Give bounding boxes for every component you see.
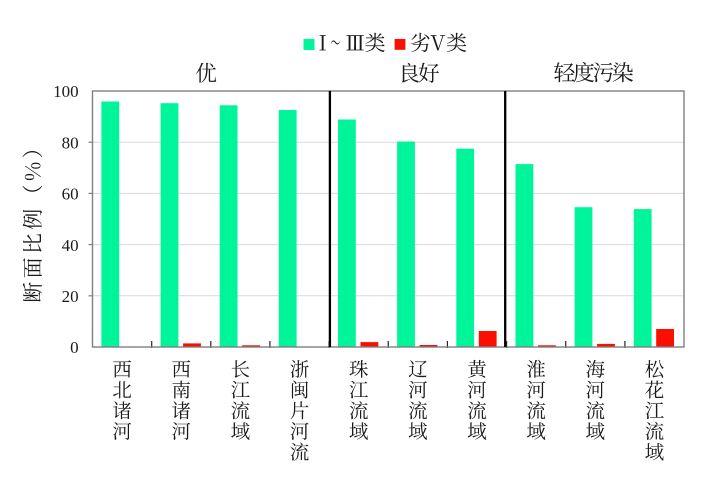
svg-text:80: 80 xyxy=(62,133,79,152)
svg-text:40: 40 xyxy=(62,236,79,255)
svg-text:60: 60 xyxy=(62,185,79,204)
svg-text:20: 20 xyxy=(62,287,79,306)
svg-text:100: 100 xyxy=(53,82,79,101)
svg-text:0: 0 xyxy=(70,338,79,357)
